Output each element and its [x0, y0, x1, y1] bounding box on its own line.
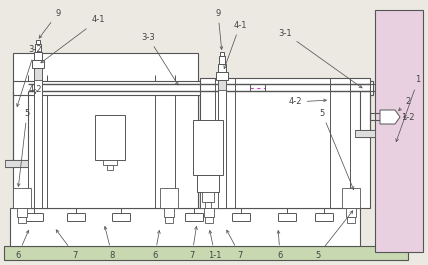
Bar [13, 53, 198, 208]
Text: 2: 2 [398, 98, 410, 111]
Bar [34, 68, 42, 80]
Bar [218, 78, 226, 208]
Bar [35, 44, 41, 52]
Bar [165, 217, 173, 223]
Text: 6: 6 [152, 231, 160, 259]
Bar [205, 217, 213, 223]
Bar [95, 115, 125, 160]
Bar [202, 192, 214, 202]
Text: 6: 6 [277, 231, 282, 259]
Bar [347, 217, 355, 223]
Text: 4-2: 4-2 [28, 86, 42, 95]
Text: 6: 6 [15, 230, 29, 259]
Bar [5, 160, 28, 167]
Bar [107, 165, 113, 170]
Text: 5: 5 [315, 211, 353, 259]
Bar [216, 72, 228, 80]
Bar [32, 60, 44, 68]
Bar [164, 208, 174, 217]
Bar [200, 78, 370, 208]
Polygon shape [380, 110, 400, 124]
Bar [342, 188, 360, 208]
Bar [193, 120, 223, 175]
Text: 4-1: 4-1 [41, 15, 105, 63]
Bar [200, 188, 218, 208]
Text: 1-2: 1-2 [401, 113, 415, 121]
Text: 9: 9 [39, 8, 61, 38]
Bar [13, 188, 31, 208]
Bar [218, 80, 226, 90]
Bar [205, 202, 211, 208]
Bar [17, 208, 27, 217]
Text: 1-1: 1-1 [208, 231, 222, 259]
Text: 3-3: 3-3 [141, 33, 178, 85]
Bar [346, 208, 356, 217]
Text: 3-1: 3-1 [278, 29, 362, 88]
Text: 1: 1 [396, 76, 421, 142]
Bar [218, 64, 226, 72]
Bar [197, 175, 219, 192]
Text: 4-2: 4-2 [288, 98, 327, 107]
Bar [103, 160, 117, 165]
Text: 8: 8 [104, 227, 115, 259]
Text: 7: 7 [227, 230, 243, 259]
Bar [375, 10, 423, 252]
Text: 7: 7 [189, 227, 197, 259]
Bar [34, 68, 42, 208]
Bar [219, 56, 225, 64]
Bar [220, 52, 224, 56]
Text: 5: 5 [319, 108, 354, 190]
Text: 9: 9 [215, 8, 223, 49]
Bar [10, 208, 360, 246]
Bar [36, 40, 40, 44]
Text: 5: 5 [18, 108, 30, 186]
Text: 3-2: 3-2 [17, 46, 42, 107]
Bar [34, 52, 42, 60]
Bar [204, 208, 214, 217]
Bar [160, 188, 178, 208]
Bar [4, 246, 408, 260]
Bar [18, 217, 26, 223]
Bar [13, 81, 373, 95]
Bar [355, 130, 375, 137]
Text: 4-1: 4-1 [224, 20, 247, 69]
Text: 7: 7 [56, 230, 78, 259]
